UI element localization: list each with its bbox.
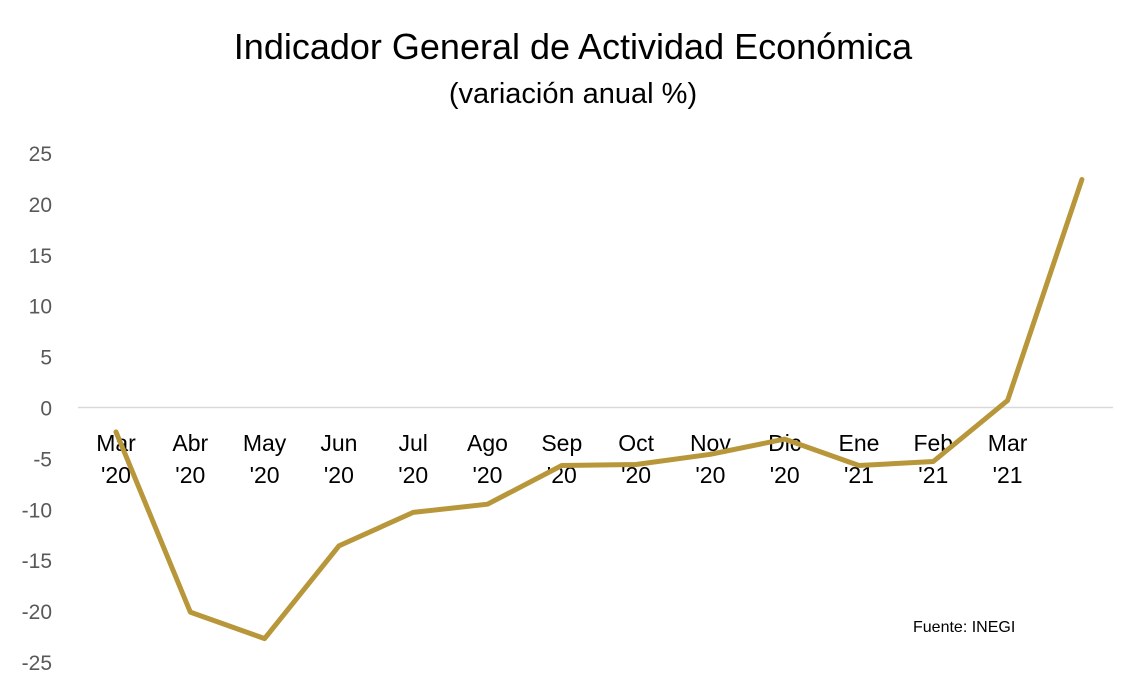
y-tick-label: 20 <box>29 194 52 217</box>
x-tick-year: '20 <box>398 462 428 488</box>
chart-title: Indicador General de Actividad Económica <box>233 26 913 67</box>
x-tick-month: Oct <box>618 430 654 456</box>
x-tick-month: Mar <box>988 430 1028 456</box>
x-tick-label: Oct '20 <box>618 430 654 488</box>
x-tick-year: '20 <box>473 462 503 488</box>
x-tick-label: Nov '20 <box>690 430 731 488</box>
x-tick-year: '20 <box>324 462 354 488</box>
y-tick-label: 15 <box>29 245 52 268</box>
y-tick-label: -5 <box>33 448 52 471</box>
x-tick-year: '20 <box>695 462 725 488</box>
x-tick-label: Ago '20 <box>467 430 508 488</box>
x-tick-label: Sep '20 <box>541 430 582 488</box>
y-axis-ticks: 25 20 15 10 5 0 -5 -10 -15 -20 -25 <box>22 143 52 675</box>
x-tick-year: '21 <box>918 462 948 488</box>
x-tick-month: Jun <box>320 430 357 456</box>
x-tick-year: '20 <box>101 462 131 488</box>
x-tick-label: Mar '20 <box>96 430 136 488</box>
y-tick-label: -25 <box>22 652 52 675</box>
x-tick-year: '20 <box>770 462 800 488</box>
y-tick-label: 25 <box>29 143 52 166</box>
x-tick-label: May '20 <box>243 430 287 488</box>
y-tick-label: -20 <box>22 601 52 624</box>
series-line <box>113 177 1085 642</box>
x-tick-label: Jun '20 <box>320 430 357 488</box>
x-tick-month: May <box>243 430 287 456</box>
x-tick-month: Ago <box>467 430 508 456</box>
x-tick-year: '20 <box>175 462 205 488</box>
y-tick-label: 5 <box>40 347 52 370</box>
x-tick-label: Jul '20 <box>398 430 428 488</box>
y-tick-label: 0 <box>40 398 52 421</box>
x-tick-year: '21 <box>993 462 1023 488</box>
y-tick-label: -15 <box>22 550 52 573</box>
x-tick-month: Ene <box>839 430 880 456</box>
y-tick-label: -10 <box>22 499 52 522</box>
x-tick-month: Sep <box>541 430 582 456</box>
x-tick-label: Abr '20 <box>172 430 208 488</box>
y-tick-label: 10 <box>29 296 52 319</box>
x-tick-month: Jul <box>398 430 427 456</box>
source-note: Fuente: INEGI <box>913 619 1016 636</box>
x-tick-label: Mar '21 <box>988 430 1028 488</box>
chart-subtitle: (variación anual %) <box>448 78 698 110</box>
x-tick-month: Abr <box>172 430 208 456</box>
x-tick-year: '20 <box>250 462 280 488</box>
